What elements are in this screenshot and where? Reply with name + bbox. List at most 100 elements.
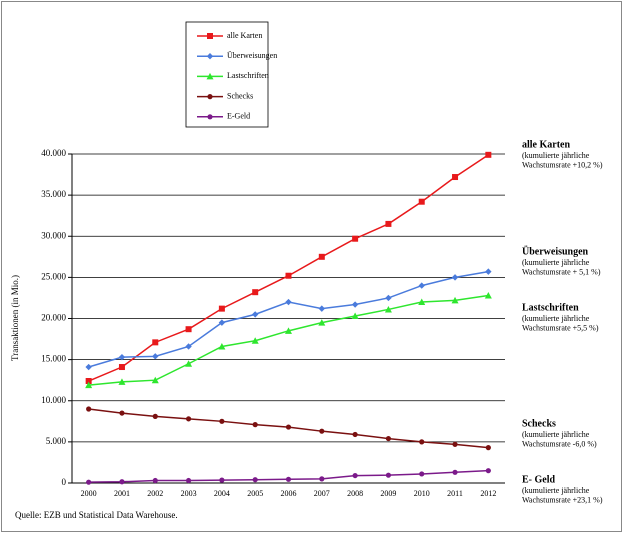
y-tick-label: 20.000 (41, 313, 66, 323)
data-point (452, 441, 458, 447)
x-tick-label: 2004 (214, 489, 230, 498)
y-tick-label: 5.000 (46, 436, 67, 446)
data-point (485, 445, 491, 451)
data-point (452, 469, 458, 475)
data-point (352, 431, 358, 438)
legend-marker (207, 114, 213, 120)
annotation-note: Wachstumsrate -6,0 %) (522, 439, 597, 448)
data-point (352, 235, 359, 242)
data-point (252, 422, 258, 428)
data-point (219, 477, 225, 483)
data-point (418, 298, 426, 306)
data-point (152, 413, 158, 419)
legend-box (185, 21, 269, 128)
y-tick-label: 0 (62, 477, 67, 487)
data-point (352, 472, 358, 479)
series-line (88, 154, 489, 382)
data-point (252, 289, 259, 296)
x-tick-label: 2007 (314, 489, 330, 498)
data-point (485, 151, 492, 158)
annotation-note: Wachstumsrate +23,1 %) (522, 495, 603, 504)
data-point (86, 479, 92, 485)
data-point (185, 477, 192, 484)
data-point (318, 319, 326, 326)
legend-marker (206, 53, 214, 60)
data-point (85, 381, 93, 389)
data-point (285, 298, 292, 306)
data-point (319, 476, 325, 482)
legend-label: alle Karten (227, 31, 262, 40)
data-point (385, 472, 392, 478)
data-point (185, 416, 192, 422)
x-tick-label: 2000 (81, 489, 97, 498)
legend-label: Lastschriften (227, 71, 269, 80)
annotation-title: Schecks (522, 418, 556, 429)
data-point (485, 468, 491, 474)
legend-marker (207, 33, 213, 39)
data-point (451, 274, 459, 281)
data-point (285, 272, 292, 279)
x-tick-label: 2006 (281, 489, 297, 498)
data-point (86, 406, 92, 412)
annotation-note: (kumulierte jährliche (522, 314, 590, 323)
data-point (385, 435, 392, 442)
data-point (218, 319, 226, 326)
data-point (452, 174, 459, 181)
data-point (251, 311, 259, 318)
x-tick-label: 2005 (247, 489, 263, 498)
x-tick-label: 2003 (181, 489, 197, 498)
y-tick-label: 10.000 (41, 395, 66, 405)
x-tick-label: 2001 (114, 489, 130, 498)
x-tick-label: 2008 (347, 489, 363, 498)
legend-marker (206, 72, 214, 80)
x-tick-label: 2002 (147, 489, 163, 498)
series-line (88, 294, 489, 386)
annotation-note: (kumulierte jährliche (522, 430, 590, 439)
legend-label: Schecks (227, 91, 253, 100)
data-point (152, 353, 159, 360)
data-point (418, 282, 425, 289)
data-point (118, 353, 126, 361)
data-point (218, 305, 225, 312)
data-point (485, 268, 492, 275)
data-point (351, 312, 359, 320)
data-point (385, 294, 392, 302)
legend-marker (207, 94, 213, 100)
legend-label: E-Geld (227, 112, 250, 121)
y-axis-title: Transaktionen (in Mio.) (10, 275, 20, 361)
annotation-title: alle Karten (522, 139, 570, 150)
data-point (151, 376, 159, 384)
x-tick-label: 2011 (447, 489, 463, 498)
annotation-note: Wachstumsrate +5,5 %) (522, 323, 599, 332)
x-tick-label: 2012 (480, 489, 496, 498)
data-point (185, 343, 192, 350)
data-point (119, 479, 125, 485)
x-tick-label: 2010 (414, 489, 430, 498)
data-point (451, 296, 459, 304)
data-point (252, 477, 258, 483)
y-tick-label: 25.000 (41, 271, 66, 281)
y-tick-label: 30.000 (41, 230, 66, 240)
data-point (319, 428, 325, 434)
data-point (85, 363, 92, 371)
data-point (251, 337, 259, 344)
data-point (419, 471, 425, 477)
data-point (118, 364, 125, 371)
annotation-note: Wachstumsrate + 5,1 %) (522, 267, 601, 276)
data-point (418, 198, 425, 205)
annotation-title: Überweisungen (522, 244, 589, 257)
data-point (285, 327, 292, 334)
data-point (118, 378, 126, 385)
x-tick-label: 2009 (380, 489, 396, 498)
data-point (351, 301, 359, 308)
data-point (384, 305, 392, 313)
annotation-note: Wachstumsrate +10,2 %) (522, 160, 603, 169)
series-line (88, 270, 489, 368)
data-point (85, 378, 92, 385)
y-tick-label: 40.000 (41, 148, 66, 158)
annotation-note: (kumulierte jährliche (522, 258, 590, 267)
annotation-note: (kumulierte jährliche (522, 151, 590, 160)
annotation-note: (kumulierte jährliche (522, 486, 590, 495)
